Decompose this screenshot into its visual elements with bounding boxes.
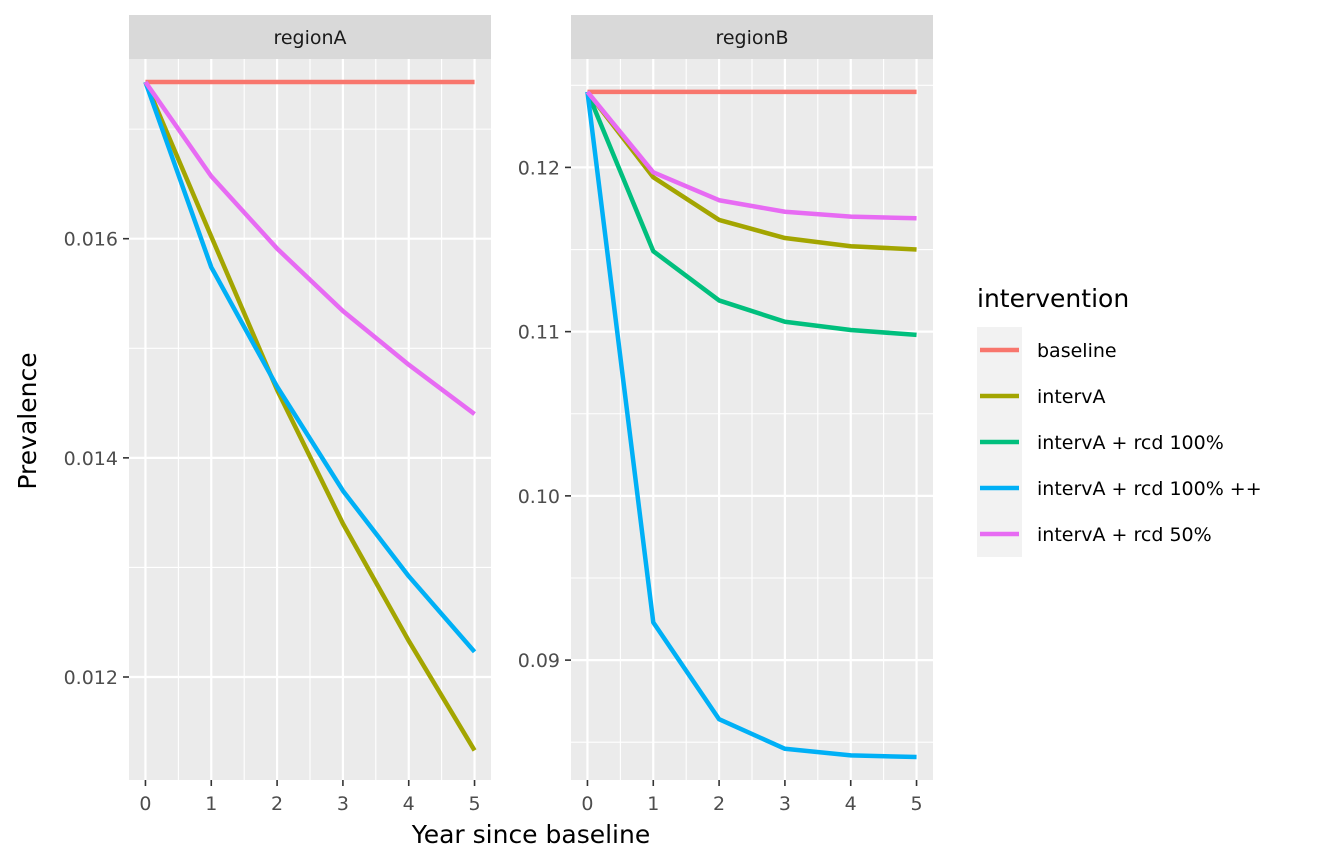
series-line-interva-rcd-50 (143, 80, 476, 416)
x-axis-title: Year since baseline (411, 820, 650, 849)
y-tick-label: 0.09 (518, 650, 560, 672)
x-tick-label: 2 (713, 793, 725, 815)
y-tick-label: 0.016 (64, 229, 118, 251)
x-tick-label: 0 (139, 793, 151, 815)
x-tick-label: 3 (337, 793, 349, 815)
legend-entry: intervA + rcd 100% ++ (977, 465, 1262, 511)
facet-strip (571, 15, 933, 59)
x-tick-label: 1 (647, 793, 659, 815)
legend-entry: baseline (977, 327, 1117, 373)
facet-strip (129, 15, 491, 59)
y-axis-title: Prevalence (13, 352, 42, 489)
x-tick-label: 1 (205, 793, 217, 815)
x-tick-label: 5 (910, 793, 922, 815)
legend-title: intervention (977, 284, 1129, 313)
legend-label: intervA + rcd 100% (1037, 432, 1224, 454)
legend-label: intervA + rcd 100% ++ (1037, 478, 1262, 500)
series-line-interva-rcd-100 (585, 90, 917, 338)
y-tick-label: 0.10 (518, 486, 560, 508)
legend-label: baseline (1037, 340, 1117, 362)
x-tick-label: 3 (779, 793, 791, 815)
legend-entry: intervA + rcd 50% (977, 511, 1212, 557)
y-tick-label: 0.014 (64, 448, 118, 470)
y-tick-label: 0.012 (64, 667, 118, 689)
y-tick-label: 0.11 (518, 322, 560, 344)
x-tick-label: 5 (468, 793, 480, 815)
series-line-interva-rcd-100 (143, 81, 477, 654)
series-line-interva (143, 81, 477, 752)
x-tick-label: 2 (271, 793, 283, 815)
facet-panel-regionB: regionB 0.09 0.10 0.11 0.12 0 1 2 3 4 5 (518, 15, 933, 815)
legend-entry: intervA + rcd 100% (977, 419, 1224, 465)
series-line-interva (585, 90, 917, 252)
legend-label: intervA (1037, 386, 1106, 408)
y-tick-label: 0.12 (518, 157, 560, 179)
x-tick-label: 4 (403, 793, 415, 815)
panels: regionA 0.012 0.014 0.016 0 1 2 3 4 5 regionB 0.09 0… (64, 15, 933, 815)
facet-strip-label: regionB (715, 27, 788, 49)
x-tick-label: 4 (845, 793, 857, 815)
legend-entry: intervA (977, 373, 1106, 419)
legend-label: intervA + rcd 50% (1037, 524, 1212, 546)
legend: intervention baseline intervA intervA + rc… (977, 284, 1262, 557)
facet-strip-label: regionA (273, 27, 346, 49)
series-line-interva-rcd-50 (585, 90, 917, 221)
series-line-interva-rcd-100 (585, 91, 917, 760)
x-tick-label: 0 (581, 793, 593, 815)
facet-panel-regionA: regionA 0.012 0.014 0.016 0 1 2 3 4 5 (64, 15, 491, 815)
